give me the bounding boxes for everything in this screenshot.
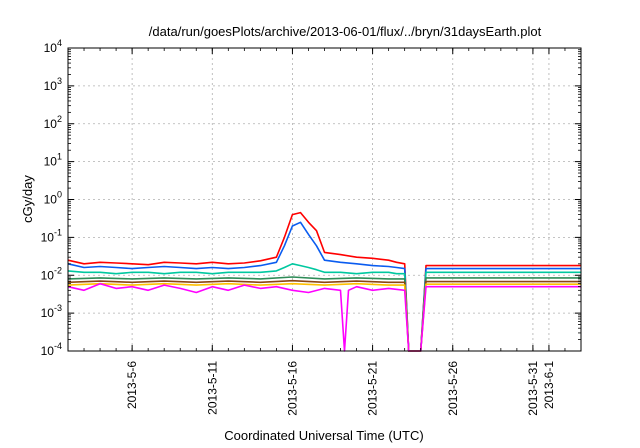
y-tick-label: 103 <box>44 76 62 93</box>
x-axis: 2013-5-6 2013-5-11 2013-5-16 2013-5-21 2013-… <box>67 48 582 416</box>
x-tick-label: 2013-6-1 <box>542 361 556 409</box>
y-tick-label: 10-4 <box>41 341 62 358</box>
y-tick-base: 10 <box>41 344 55 358</box>
series-line-1 <box>67 211 581 352</box>
x-tick-label: 2013-5-26 <box>446 361 460 416</box>
y-tick-base: 10 <box>41 306 55 320</box>
y-tick-exponent: -3 <box>54 303 62 313</box>
y-tick-exponent: 2 <box>57 114 62 124</box>
y-tick-exponent: 4 <box>57 38 62 48</box>
y-tick-base: 10 <box>41 230 55 244</box>
y-tick-base: 10 <box>41 268 55 282</box>
y-tick-base: 10 <box>44 193 58 207</box>
y-axis-title: cGy/day <box>20 175 35 223</box>
x-axis-title: Coordinated Universal Time (UTC) <box>224 428 423 443</box>
x-tick-label: 2013-5-21 <box>366 361 380 416</box>
y-tick-label: 10-3 <box>41 303 62 320</box>
grid <box>68 48 581 351</box>
series-line-6 <box>67 282 581 352</box>
x-tick-label: 2013-5-11 <box>205 361 219 415</box>
y-tick-label: 104 <box>44 38 62 55</box>
y-tick-label: 10-2 <box>41 265 62 282</box>
y-tick-base: 10 <box>44 41 58 55</box>
y-tick-exponent: 3 <box>57 76 62 86</box>
y-tick-base: 10 <box>44 155 58 169</box>
series-line-2 <box>67 221 581 352</box>
series-line-3 <box>67 262 581 352</box>
y-tick-exponent: -4 <box>54 341 62 351</box>
y-tick-label: 100 <box>44 190 62 207</box>
series-line-7 <box>67 282 581 352</box>
series-line-5 <box>67 279 581 352</box>
x-tick-label: 2013-5-31 <box>526 361 540 416</box>
y-tick-label: 101 <box>44 152 62 169</box>
y-tick-exponent: -2 <box>54 265 62 275</box>
chart-title: /data/run/goesPlots/archive/2013-06-01/f… <box>149 24 542 39</box>
y-tick-base: 10 <box>44 79 58 93</box>
y-tick-label: 10-1 <box>41 227 62 244</box>
y-tick-exponent: -1 <box>54 227 62 237</box>
series-group <box>67 211 581 352</box>
y-tick-exponent: 0 <box>57 190 62 200</box>
x-tick-label: 2013-5-16 <box>285 361 299 416</box>
x-tick-label: 2013-5-6 <box>125 361 139 409</box>
y-tick-label: 102 <box>44 114 62 131</box>
y-tick-base: 10 <box>44 117 58 131</box>
y-tick-exponent: 1 <box>57 152 62 162</box>
